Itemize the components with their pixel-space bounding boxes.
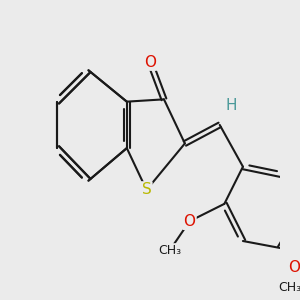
Text: O: O: [288, 260, 300, 275]
Text: O: O: [184, 214, 196, 229]
Text: CH₃: CH₃: [158, 244, 181, 257]
Text: S: S: [142, 182, 152, 197]
Text: O: O: [144, 55, 156, 70]
Text: H: H: [226, 98, 237, 112]
Text: CH₃: CH₃: [278, 281, 300, 294]
